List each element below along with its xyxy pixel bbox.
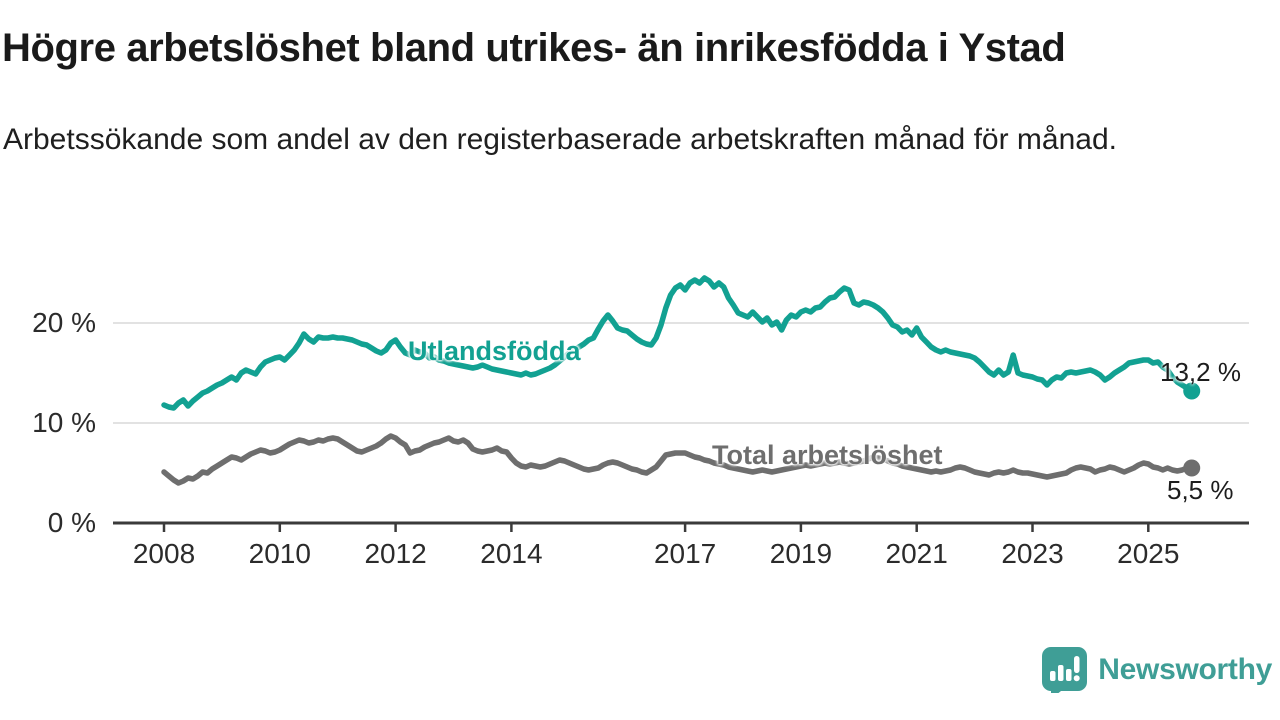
newsworthy-logo: Newsworthy bbox=[1041, 646, 1272, 693]
end-value-label-utlandsfodda: 13,2 % bbox=[1160, 357, 1241, 387]
y-tick-label: 10 % bbox=[32, 407, 96, 438]
x-tick-label: 2023 bbox=[1001, 538, 1064, 569]
x-tick-label: 2014 bbox=[480, 538, 543, 569]
series-end-dot-1 bbox=[1183, 459, 1201, 477]
newsworthy-wordmark: Newsworthy bbox=[1098, 652, 1272, 686]
series-label-total-arbetsloshet: Total arbetslöshet bbox=[712, 440, 943, 470]
y-tick-label: 0 % bbox=[47, 507, 96, 538]
x-tick-label: 2008 bbox=[132, 538, 196, 569]
x-tick-label: 2019 bbox=[769, 538, 833, 569]
x-tick-label: 2010 bbox=[248, 538, 311, 569]
series-label-utlandsfodda: Utlandsfödda bbox=[408, 336, 581, 366]
y-tick-label: 20 % bbox=[32, 307, 96, 338]
page-title: Högre arbetslöshet bland utrikes- än inr… bbox=[2, 26, 1066, 70]
x-tick-label: 2017 bbox=[653, 538, 717, 569]
end-value-label-total: 5,5 % bbox=[1167, 475, 1234, 505]
newsworthy-bubble-chart-icon bbox=[1042, 647, 1088, 693]
x-tick-label: 2021 bbox=[885, 538, 948, 569]
series-line-0 bbox=[161, 275, 1195, 411]
series-line-1 bbox=[161, 433, 1195, 486]
x-tick-label: 2025 bbox=[1117, 538, 1180, 569]
chart-subtitle: Arbetssökande som andel av den registerb… bbox=[3, 123, 1117, 156]
x-tick-label: 2012 bbox=[364, 538, 427, 569]
series-end-dot-0 bbox=[1183, 382, 1201, 400]
